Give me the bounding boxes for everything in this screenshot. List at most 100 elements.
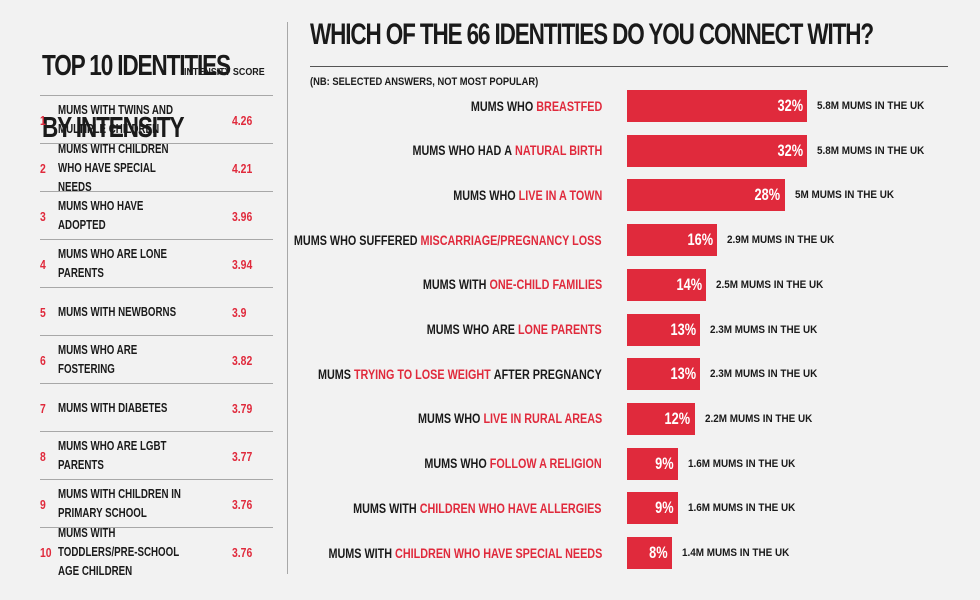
- rank-label-text: MUMS WITH TODDLERS/PRE-SCHOOL AGE CHILDR…: [58, 525, 179, 578]
- rank-number: 10: [40, 544, 52, 560]
- rank-label-text: MUMS WHO ARE LGBT PARENTS: [58, 439, 167, 472]
- bar-value-label: 32%: [777, 140, 803, 160]
- rank-label-text: MUMS WHO HAVE ADOPTED: [58, 199, 144, 232]
- bar: [627, 90, 807, 122]
- rank-number: 2: [40, 160, 46, 176]
- rank-label: MUMS WHO HAVE ADOPTED: [58, 192, 228, 240]
- bar-uk-count-label: 1.6M MUMS IN THE UK: [687, 457, 795, 470]
- bar-category-label: MUMS WHO HAD A NATURAL BIRTH: [412, 135, 602, 167]
- bar-label-prefix: MUMS WITH: [328, 545, 395, 561]
- bar-label-highlight: LIVE IN A TOWN: [518, 187, 602, 203]
- bar-label-highlight: MISCARRIAGE/PREGNANCY LOSS: [420, 232, 602, 248]
- bar-value-label: 14%: [676, 274, 702, 294]
- bar-uk-count-label: 1.4M MUMS IN THE UK: [682, 547, 790, 559]
- bar-label-prefix: MUMS WITH: [353, 500, 421, 516]
- bar-uk-count-label: 2.5M MUMS IN THE UK: [715, 278, 824, 291]
- bar: [627, 358, 701, 391]
- bar-category-label: MUMS WHO ARE LONE PARENTS: [427, 314, 602, 346]
- intensity-score: 3.96: [232, 208, 253, 224]
- rank-label-text: MUMS WHO ARE LONE PARENTS: [58, 247, 168, 280]
- bar-category-label: MUMS WHO LIVE IN RURAL AREAS: [418, 403, 602, 435]
- bar-label-prefix: MUMS WHO: [470, 98, 536, 114]
- intensity-score-header: INTENSITY SCORE: [184, 66, 265, 78]
- rank-label: MUMS WITH TODDLERS/PRE-SCHOOL AGE CHILDR…: [58, 526, 228, 578]
- rank-number: 3: [40, 208, 46, 224]
- intensity-score: 3.79: [232, 400, 253, 416]
- bar-value-label: 16%: [687, 230, 713, 250]
- intensity-score: 4.26: [232, 112, 253, 128]
- bar-uk-count-label: 2.3M MUMS IN THE UK: [710, 368, 818, 381]
- bar-value-label: 32%: [777, 96, 803, 115]
- bar-value-label: 13%: [670, 319, 697, 339]
- bar-category-label: MUMS WHO LIVE IN A TOWN: [453, 179, 602, 211]
- intensity-score: 3.82: [232, 352, 253, 368]
- bar-value-label: 9%: [655, 453, 674, 473]
- bar: [627, 402, 695, 435]
- bar: [627, 179, 785, 212]
- bar: [627, 492, 678, 525]
- bar-label-prefix: MUMS WHO SUFFERED: [294, 232, 421, 248]
- rank-row: 2 MUMS WITH CHILDREN WHO HAVE SPECIAL NEE…: [40, 142, 273, 194]
- bar-label-prefix: MUMS WHO: [453, 187, 519, 203]
- rank-label-text: MUMS WITH DIABETES: [58, 400, 168, 415]
- bar-category-label: MUMS WHO FOLLOW A RELIGION: [425, 448, 602, 480]
- rank-label-text: MUMS WITH TWINS AND MULTIPLE CHILDREN: [58, 103, 174, 136]
- intensity-score: 3.76: [232, 496, 253, 512]
- bar-label-prefix: MUMS WHO: [424, 456, 491, 472]
- intensity-score: 3.77: [232, 448, 253, 464]
- chart-title: WHICH OF THE 66 IDENTITIES DO YOU CONNEC…: [310, 18, 874, 51]
- bar-uk-count-label: 1.6M MUMS IN THE UK: [687, 502, 795, 515]
- bar-uk-count-label: 5.8M MUMS IN THE UK: [817, 100, 925, 112]
- bar-value-label: 9%: [655, 498, 674, 518]
- bar-label-highlight: LONE PARENTS: [518, 322, 602, 337]
- rank-row: 6 MUMS WHO ARE FOSTERING 3.82: [40, 335, 273, 383]
- bar-uk-count-label: 5M MUMS IN THE UK: [794, 189, 894, 202]
- bar-label-highlight: ONE-CHILD FAMILIES: [489, 277, 602, 293]
- bar-label-prefix: MUMS WHO ARE: [426, 322, 519, 337]
- rank-label-text: MUMS WHO ARE FOSTERING: [58, 343, 138, 376]
- bar-value-label: 12%: [664, 408, 691, 428]
- bar-uk-count-label: 2.3M MUMS IN THE UK: [710, 323, 818, 336]
- bar-category-label: MUMS WHO SUFFERED MISCARRIAGE/PREGNANCY …: [294, 224, 602, 256]
- bar-uk-count-label: 2.9M MUMS IN THE UK: [727, 234, 835, 247]
- bar-label-highlight: LIVE IN RURAL AREAS: [483, 411, 602, 427]
- rank-label: MUMS WITH CHILDREN IN PRIMARY SCHOOL: [58, 480, 228, 528]
- bar: [627, 134, 807, 167]
- rank-label: MUMS WITH TWINS AND MULTIPLE CHILDREN: [58, 96, 228, 144]
- rank-number: 8: [40, 448, 46, 464]
- rank-row: 1 MUMS WITH TWINS AND MULTIPLE CHILDREN 4.…: [40, 95, 273, 143]
- bar-uk-count-label: 5.8M MUMS IN THE UK: [817, 144, 925, 157]
- top10-panel: TOP 10 IDENTITIES BY INTENSITY INTENSITY…: [0, 0, 290, 600]
- bar-label-highlight: FOLLOW A RELIGION: [490, 456, 602, 472]
- bar-category-label: MUMS WHO BREASTFED: [471, 90, 602, 122]
- rank-row: 5 MUMS WITH NEWBORNS 3.9: [40, 287, 273, 335]
- top10-table: 1 MUMS WITH TWINS AND MULTIPLE CHILDREN 4.…: [40, 95, 273, 578]
- rank-number: 4: [40, 256, 46, 272]
- rank-number: 6: [40, 352, 46, 368]
- bar-value-label: 28%: [754, 185, 781, 205]
- rank-number: 7: [40, 400, 46, 416]
- bar-value-label: 8%: [649, 543, 668, 562]
- bar-label-prefix: MUMS WHO HAD A: [412, 143, 515, 159]
- bar-label-highlight: NATURAL BIRTH: [514, 143, 602, 159]
- intensity-score: 3.94: [232, 256, 253, 272]
- bar-label-highlight: CHILDREN WHO HAVE SPECIAL NEEDS: [394, 545, 602, 561]
- panel-divider: [287, 22, 288, 574]
- rank-label-text: MUMS WITH NEWBORNS: [58, 304, 177, 319]
- bar: [627, 313, 701, 346]
- intensity-score: 4.21: [232, 160, 253, 176]
- intensity-score: 3.76: [232, 544, 253, 560]
- bar-category-label: MUMS WITH ONE-CHILD FAMILIES: [423, 269, 602, 301]
- bar-label-highlight: TRYING TO LOSE WEIGHT: [354, 366, 491, 382]
- bar-uk-count-label: 2.2M MUMS IN THE UK: [704, 412, 812, 425]
- intensity-score: 3.9: [232, 304, 247, 320]
- bar-label-prefix: MUMS WITH: [422, 277, 490, 293]
- top10-title: TOP 10 IDENTITIES BY INTENSITY: [42, 20, 262, 175]
- rank-label: MUMS WITH CHILDREN WHO HAVE SPECIAL NEED…: [58, 142, 228, 194]
- rank-row: 10 MUMS WITH TODDLERS/PRE-SCHOOL AGE CHIL…: [40, 526, 273, 578]
- bar: [627, 268, 706, 301]
- bar-label-highlight: CHILDREN WHO HAVE ALLERGIES: [420, 500, 602, 516]
- bar-category-label: MUMS WITH CHILDREN WHO HAVE ALLERGIES: [354, 492, 602, 524]
- rank-row: 8 MUMS WHO ARE LGBT PARENTS 3.77: [40, 431, 273, 479]
- rank-number: 9: [40, 496, 46, 512]
